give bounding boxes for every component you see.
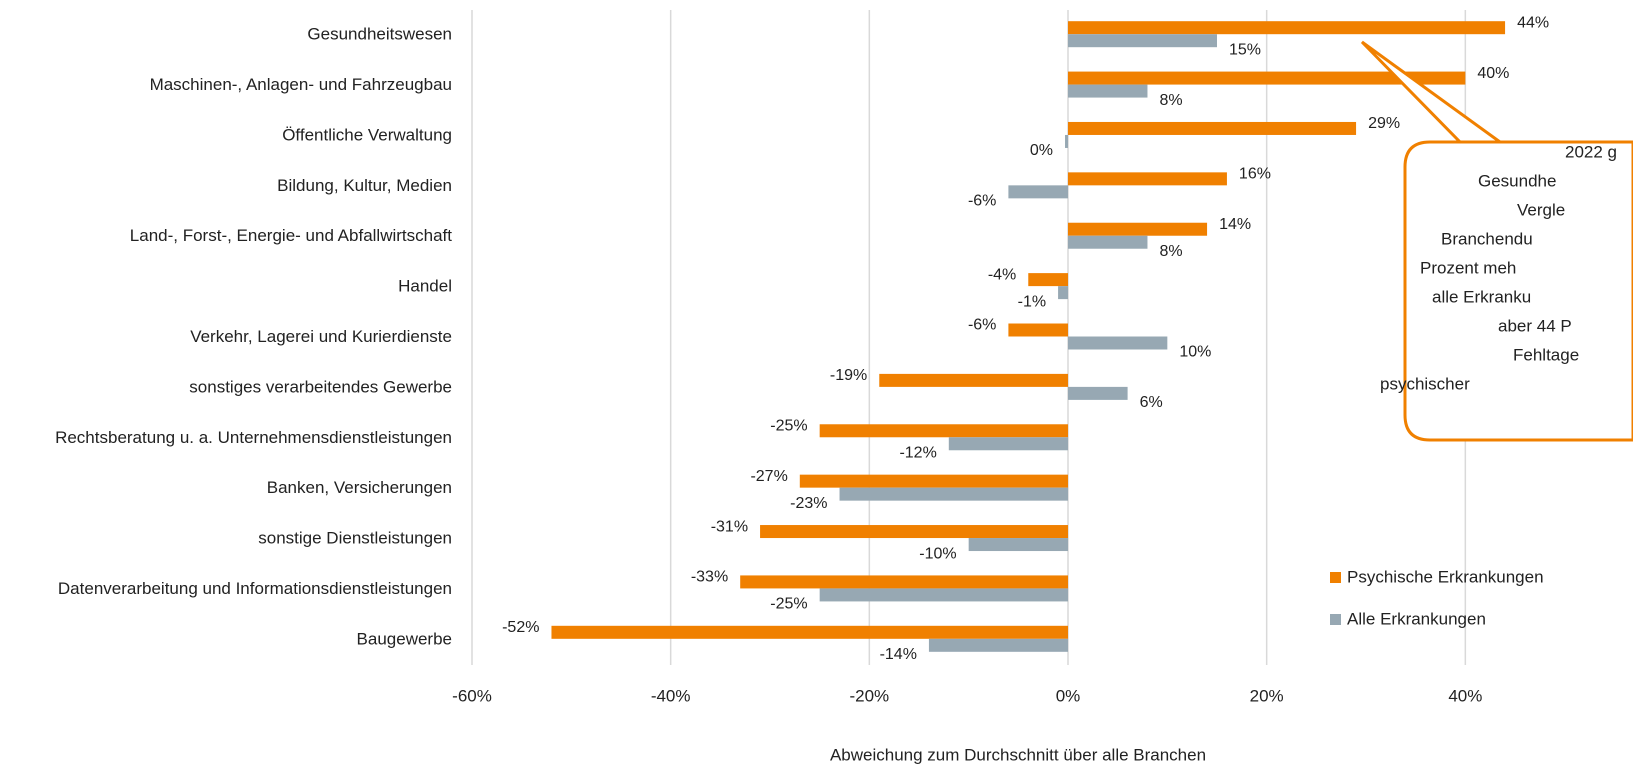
bar [1008,185,1068,199]
y-tick-label: Rechtsberatung u. a. Unternehmensdienstl… [55,428,452,447]
value-label: -6% [968,317,996,334]
bar [1058,286,1068,300]
value-label: -19% [830,367,867,384]
value-label: 29% [1368,115,1400,132]
value-label: -27% [750,468,787,485]
value-label: -31% [711,518,748,535]
x-tick-label: 0% [1056,686,1081,705]
bar [1068,222,1208,236]
grid [471,10,1467,665]
legend-label: Psychische Erkrankungen [1347,567,1544,586]
bar [1068,386,1128,400]
y-tick-label: sonstiges verarbeitendes Gewerbe [189,377,452,396]
bar [819,588,1068,602]
y-tick-label: sonstige Dienstleistungen [258,529,452,548]
value-label: -25% [770,596,807,613]
y-tick-label: Handel [398,277,452,296]
legend-swatch [1330,614,1341,625]
bar [1068,34,1217,48]
y-tick-label: Baugewerbe [357,629,452,648]
bar [1008,323,1068,337]
y-tick-label: Gesundheitswesen [307,25,452,44]
bar [1068,84,1148,98]
value-label: -4% [988,266,1016,283]
value-label: -10% [919,545,956,562]
bar [1068,172,1227,186]
x-tick-label: -40% [651,686,691,705]
bar [740,575,1068,589]
value-label: -23% [790,495,827,512]
legend-swatch [1330,572,1341,583]
annotation-text: Prozent meh [1420,258,1516,277]
y-tick-label: Datenverarbeitung und Informationsdienst… [58,579,452,598]
bar [1068,121,1357,135]
value-label: 0% [1030,142,1053,159]
x-tick-label: 20% [1250,686,1284,705]
y-tick-label: Banken, Versicherungen [267,478,452,497]
value-label: -33% [691,569,728,586]
value-label: -12% [899,444,936,461]
bar [1068,21,1506,35]
bar [839,487,1068,501]
value-label: -1% [1018,293,1046,310]
annotation-text: psychischer [1380,374,1470,393]
bar [551,625,1068,639]
annotation-text: Vergle [1517,200,1565,219]
x-tick-label: -60% [452,686,492,705]
value-label: 8% [1159,92,1182,109]
bars [551,21,1506,652]
y-tick-label: Verkehr, Lagerei und Kurierdienste [190,327,452,346]
bar [819,424,1068,438]
value-label: 8% [1159,243,1182,260]
value-label: -6% [968,193,996,210]
value-label: 16% [1239,166,1271,183]
y-tick-label: Bildung, Kultur, Medien [277,176,452,195]
bar [1068,336,1168,350]
value-label: 44% [1517,14,1549,31]
value-label: 6% [1140,394,1163,411]
annotation-text: Fehltage [1513,345,1579,364]
annotation-text: aber 44 P [1498,316,1572,335]
annotation-text: Branchendu [1441,229,1533,248]
annotation-text: alle Erkranku [1432,287,1531,306]
y-tick-label: Öffentliche Verwaltung [282,125,452,144]
bar [928,638,1068,652]
annotation-text: Gesundhe [1478,171,1556,190]
x-tick-label: 40% [1448,686,1482,705]
x-tick-label: -20% [849,686,889,705]
x-axis-label: Abweichung zum Durchschnitt über alle Br… [830,745,1206,764]
value-label: -52% [502,619,539,636]
bar [1068,71,1466,85]
bar [760,525,1068,539]
value-label: -14% [880,646,917,663]
value-label: -25% [770,417,807,434]
value-label: 10% [1179,344,1211,361]
bar [948,437,1068,451]
y-tick-label: Maschinen-, Anlagen- und Fahrzeugbau [150,75,452,94]
value-label: 15% [1229,41,1261,58]
callout-box [1360,40,1633,442]
bar [1028,273,1068,287]
value-label: 14% [1219,216,1251,233]
bar [1068,235,1148,249]
bar [799,474,1068,488]
bar [879,373,1068,387]
annotation-text: 2022 g [1565,142,1617,161]
bar [968,538,1068,552]
legend-label: Alle Erkrankungen [1347,609,1486,628]
bar [1065,134,1068,148]
value-label: 40% [1477,65,1509,82]
y-tick-label: Land-, Forst-, Energie- und Abfallwirtsc… [130,226,452,245]
